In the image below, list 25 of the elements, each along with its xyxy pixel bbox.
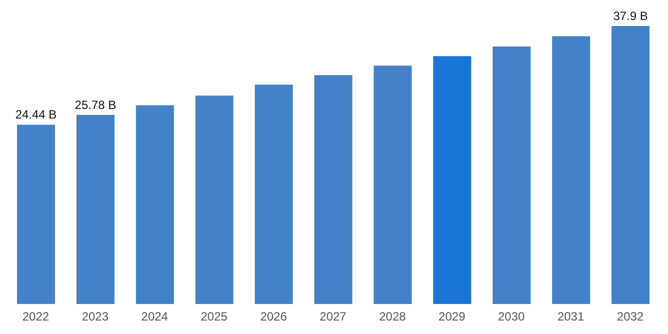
- x-tick-label: 2032: [616, 310, 644, 324]
- x-tick-label: 2029: [438, 310, 466, 324]
- bar: [17, 124, 55, 304]
- bar: [433, 56, 472, 304]
- x-tick-label: 2023: [82, 310, 109, 324]
- bar: [76, 114, 114, 304]
- x-tick-label: 2031: [557, 310, 584, 324]
- bar: [254, 84, 293, 304]
- bar: [552, 36, 590, 304]
- data-label: 25.78 B: [74, 98, 116, 112]
- x-tick-label: 2030: [498, 310, 526, 324]
- data-label: 24.44 B: [15, 108, 57, 122]
- data-label: 37.9 B: [613, 9, 648, 23]
- x-tick-label: 2024: [141, 310, 168, 324]
- bar: [136, 105, 174, 304]
- bar: [314, 75, 352, 304]
- bar: [492, 46, 531, 304]
- bar: [612, 26, 650, 304]
- x-tick-label: 2025: [200, 310, 228, 324]
- bar: [195, 96, 234, 304]
- x-tick-label: 2028: [379, 310, 406, 324]
- bar: [374, 66, 412, 304]
- x-tick-label: 2026: [260, 310, 288, 324]
- x-tick-label: 2022: [22, 310, 50, 324]
- x-tick-label: 2027: [320, 310, 347, 324]
